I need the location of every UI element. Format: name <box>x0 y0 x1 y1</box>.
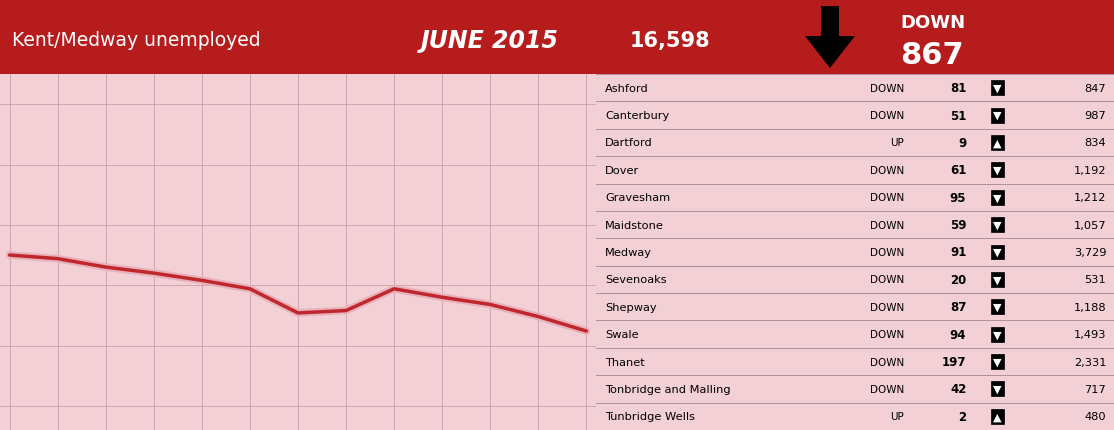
Text: 987: 987 <box>1085 111 1106 121</box>
Text: ▲: ▲ <box>994 412 1001 421</box>
Text: ▼: ▼ <box>994 302 1001 312</box>
Text: 867: 867 <box>900 40 964 69</box>
Text: Maidstone: Maidstone <box>605 220 664 230</box>
Text: ▼: ▼ <box>994 247 1001 258</box>
Text: 1,212: 1,212 <box>1074 193 1106 203</box>
Text: ▼: ▼ <box>994 111 1001 121</box>
Text: 61: 61 <box>950 164 966 177</box>
Text: 91: 91 <box>950 246 966 259</box>
Text: Dover: Dover <box>605 166 639 175</box>
Text: Ashford: Ashford <box>605 83 649 93</box>
Text: 1,188: 1,188 <box>1074 302 1106 312</box>
Text: 2: 2 <box>958 410 966 423</box>
Text: Shepway: Shepway <box>605 302 657 312</box>
Text: Canterbury: Canterbury <box>605 111 670 121</box>
Text: 531: 531 <box>1085 275 1106 285</box>
Text: 847: 847 <box>1085 83 1106 93</box>
Text: 1,493: 1,493 <box>1074 329 1106 339</box>
Text: ▼: ▼ <box>994 384 1001 394</box>
Text: DOWN: DOWN <box>870 220 905 230</box>
Text: 95: 95 <box>950 191 966 204</box>
Text: 1,192: 1,192 <box>1074 166 1106 175</box>
Text: 59: 59 <box>950 218 966 232</box>
Text: ▼: ▼ <box>994 329 1001 339</box>
Text: ▲: ▲ <box>994 138 1001 148</box>
Text: 94: 94 <box>950 328 966 341</box>
Text: 9: 9 <box>958 137 966 150</box>
Text: 717: 717 <box>1085 384 1106 394</box>
Text: Sevenoaks: Sevenoaks <box>605 275 667 285</box>
Text: UP: UP <box>890 412 905 421</box>
Text: 3,729: 3,729 <box>1074 247 1106 258</box>
Text: ▼: ▼ <box>994 275 1001 285</box>
Text: Medway: Medway <box>605 247 653 258</box>
Text: 1,057: 1,057 <box>1074 220 1106 230</box>
Text: Tunbridge Wells: Tunbridge Wells <box>605 412 695 421</box>
Text: DOWN: DOWN <box>870 357 905 367</box>
Text: DOWN: DOWN <box>870 247 905 258</box>
Text: JUNE 2015: JUNE 2015 <box>421 29 559 53</box>
Text: 197: 197 <box>941 355 966 368</box>
Text: ▼: ▼ <box>994 166 1001 175</box>
Text: DOWN: DOWN <box>870 83 905 93</box>
Text: DOWN: DOWN <box>870 111 905 121</box>
Text: Thanet: Thanet <box>605 357 645 367</box>
Text: ▼: ▼ <box>994 83 1001 93</box>
Text: 87: 87 <box>950 301 966 313</box>
Text: 16,598: 16,598 <box>629 31 711 51</box>
Text: ▼: ▼ <box>994 193 1001 203</box>
Text: DOWN: DOWN <box>870 329 905 339</box>
Text: 51: 51 <box>950 109 966 122</box>
Text: Swale: Swale <box>605 329 639 339</box>
Text: 42: 42 <box>950 383 966 396</box>
Text: ▼: ▼ <box>994 220 1001 230</box>
Text: Tonbridge and Malling: Tonbridge and Malling <box>605 384 731 394</box>
Polygon shape <box>805 7 856 69</box>
Text: DOWN: DOWN <box>870 302 905 312</box>
Text: Dartford: Dartford <box>605 138 653 148</box>
Text: Kent/Medway unemployed: Kent/Medway unemployed <box>12 31 261 50</box>
Text: 81: 81 <box>950 82 966 95</box>
Text: DOWN: DOWN <box>870 384 905 394</box>
Text: ▼: ▼ <box>994 357 1001 367</box>
Text: DOWN: DOWN <box>870 275 905 285</box>
Text: DOWN: DOWN <box>870 193 905 203</box>
Text: 2,331: 2,331 <box>1074 357 1106 367</box>
Text: Gravesham: Gravesham <box>605 193 671 203</box>
Text: DOWN: DOWN <box>870 166 905 175</box>
Text: 834: 834 <box>1085 138 1106 148</box>
Text: 480: 480 <box>1085 412 1106 421</box>
Text: DOWN: DOWN <box>900 14 965 32</box>
Text: 20: 20 <box>950 273 966 286</box>
Text: UP: UP <box>890 138 905 148</box>
